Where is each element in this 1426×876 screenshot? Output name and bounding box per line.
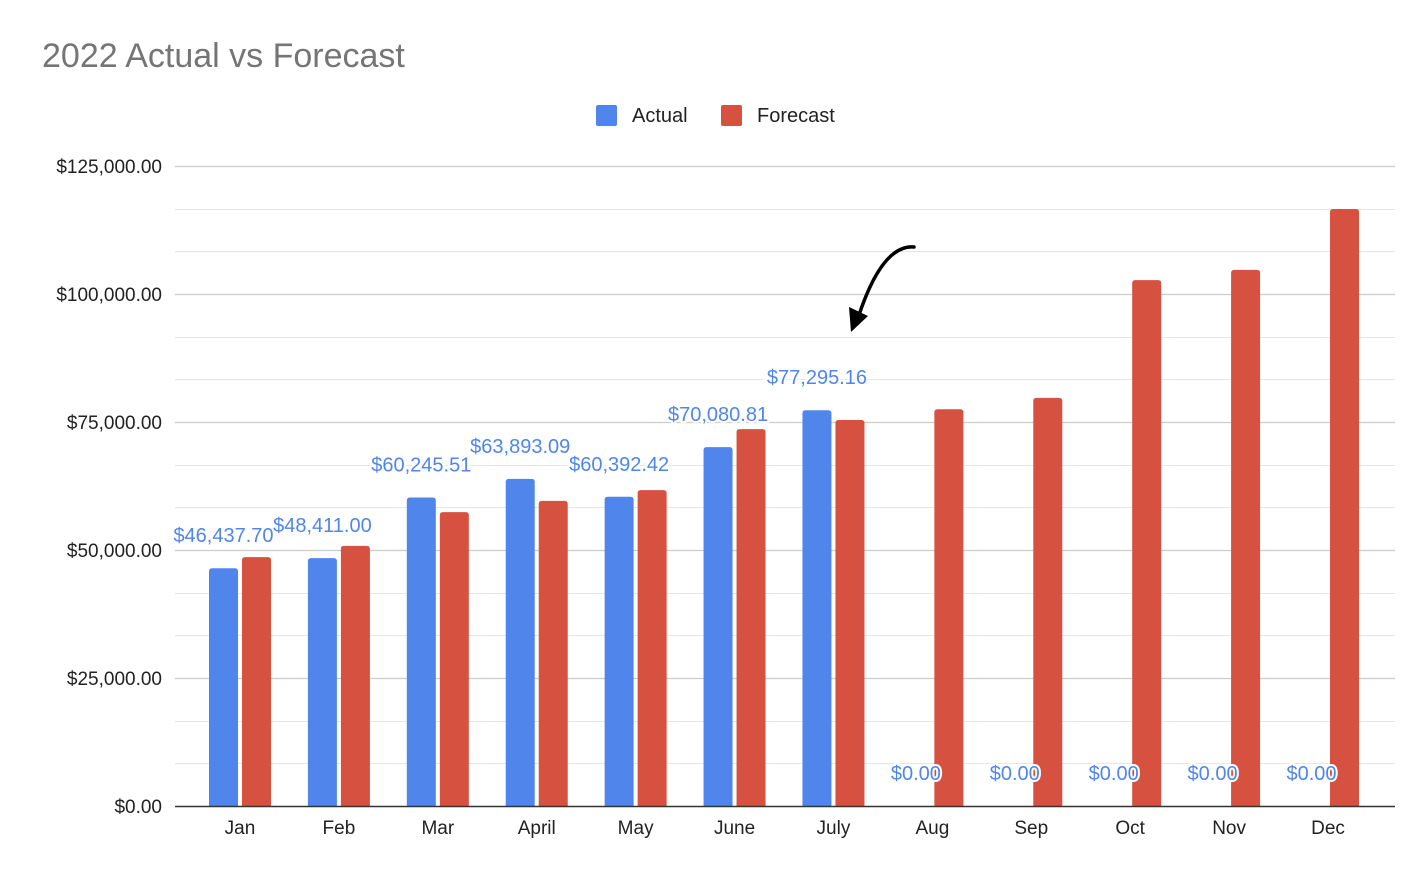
annotation-arrow (849, 245, 916, 332)
data-label-actual: $70,080.81 (668, 404, 768, 426)
bar-forecast (1231, 269, 1261, 806)
bar-actual (802, 410, 832, 806)
bars (209, 209, 1359, 806)
bar-actual (406, 497, 436, 806)
gridlines (175, 165, 1395, 764)
bar-actual (703, 447, 733, 806)
x-tick-label: Jan (225, 818, 256, 839)
bar-forecast (439, 512, 469, 806)
bar-forecast (1132, 280, 1162, 806)
y-tick-label: $100,000.00 (56, 285, 162, 306)
y-tick-label: $75,000.00 (67, 413, 162, 434)
data-label-actual: $60,245.51 (371, 455, 471, 477)
data-label-actual: $0.00 (1089, 763, 1139, 785)
data-label-actual: $77,295.16 (767, 367, 867, 389)
data-label-actual: $48,411.00 (273, 515, 372, 537)
legend-label-forecast: Forecast (757, 105, 835, 127)
x-axis-ticks: Jan Feb Mar April May June July Aug Sep Oct Nov Dec (225, 818, 1345, 839)
x-tick-label: Oct (1115, 818, 1145, 839)
chart-title: 2022 Actual vs Forecast (42, 37, 405, 75)
data-label-actual: $0.00 (990, 763, 1040, 785)
bar-forecast (1330, 209, 1359, 806)
x-tick-label: Nov (1212, 818, 1246, 839)
data-label-actual: $46,437.70 (173, 525, 273, 547)
x-tick-label: Feb (323, 818, 356, 839)
bar-forecast (934, 409, 964, 806)
x-tick-label: May (618, 818, 654, 839)
x-tick-label: June (714, 818, 755, 839)
bar-forecast (538, 500, 568, 806)
bar-forecast (736, 429, 766, 806)
bar-forecast (637, 490, 667, 806)
data-labels: $46,437.70 $48,411.00 $60,245.51$63,893.09… (171, 365, 1338, 787)
data-label-actual: $0.00 (1188, 763, 1238, 785)
data-label-actual: $0.00 (1286, 763, 1336, 785)
bar-actual (505, 478, 535, 806)
bar-forecast (835, 419, 865, 806)
legend: Actual Forecast (596, 105, 835, 127)
data-label-actual: $0.00 (891, 763, 941, 785)
x-tick-label: Mar (421, 818, 454, 839)
data-label-actual: $63,893.09 (470, 436, 570, 458)
bar-actual (307, 558, 337, 806)
y-tick-label: $125,000.00 (56, 157, 162, 178)
bar-forecast (242, 557, 271, 806)
y-tick-label: $25,000.00 (67, 669, 162, 690)
x-tick-label: Sep (1014, 818, 1048, 839)
x-tick-label: April (518, 818, 556, 839)
y-axis-ticks: $0.00 $25,000.00 $50,000.00 $75,000.00 $100,… (56, 157, 162, 818)
bar-actual (604, 496, 634, 806)
x-tick-label: July (817, 818, 851, 839)
data-label-actual: $60,392.42 (569, 454, 669, 476)
legend-swatch-forecast (721, 105, 742, 126)
legend-swatch-actual (596, 105, 617, 126)
bar-actual (209, 568, 238, 806)
x-tick-label: Aug (915, 818, 949, 839)
legend-label-actual: Actual (632, 105, 688, 127)
y-tick-label: $50,000.00 (67, 541, 162, 562)
bar-forecast (340, 545, 370, 806)
bar-forecast (1033, 397, 1063, 806)
x-tick-label: Dec (1311, 818, 1345, 839)
y-tick-label: $0.00 (114, 797, 162, 818)
